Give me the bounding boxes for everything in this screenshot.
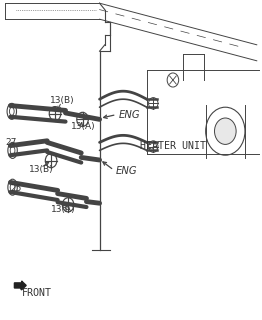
Text: 27: 27 <box>5 138 17 147</box>
Text: 25: 25 <box>10 184 22 193</box>
Text: 13(A): 13(A) <box>51 205 76 214</box>
Text: ENG: ENG <box>115 166 137 176</box>
Text: FRONT: FRONT <box>22 288 52 298</box>
Text: 13(A): 13(A) <box>71 122 95 131</box>
Text: 13(B): 13(B) <box>29 165 53 174</box>
Polygon shape <box>14 281 26 290</box>
Text: ENG: ENG <box>119 110 141 120</box>
Text: HEATER UNIT: HEATER UNIT <box>140 140 206 151</box>
Text: 13(B): 13(B) <box>50 96 74 105</box>
Circle shape <box>215 118 236 144</box>
